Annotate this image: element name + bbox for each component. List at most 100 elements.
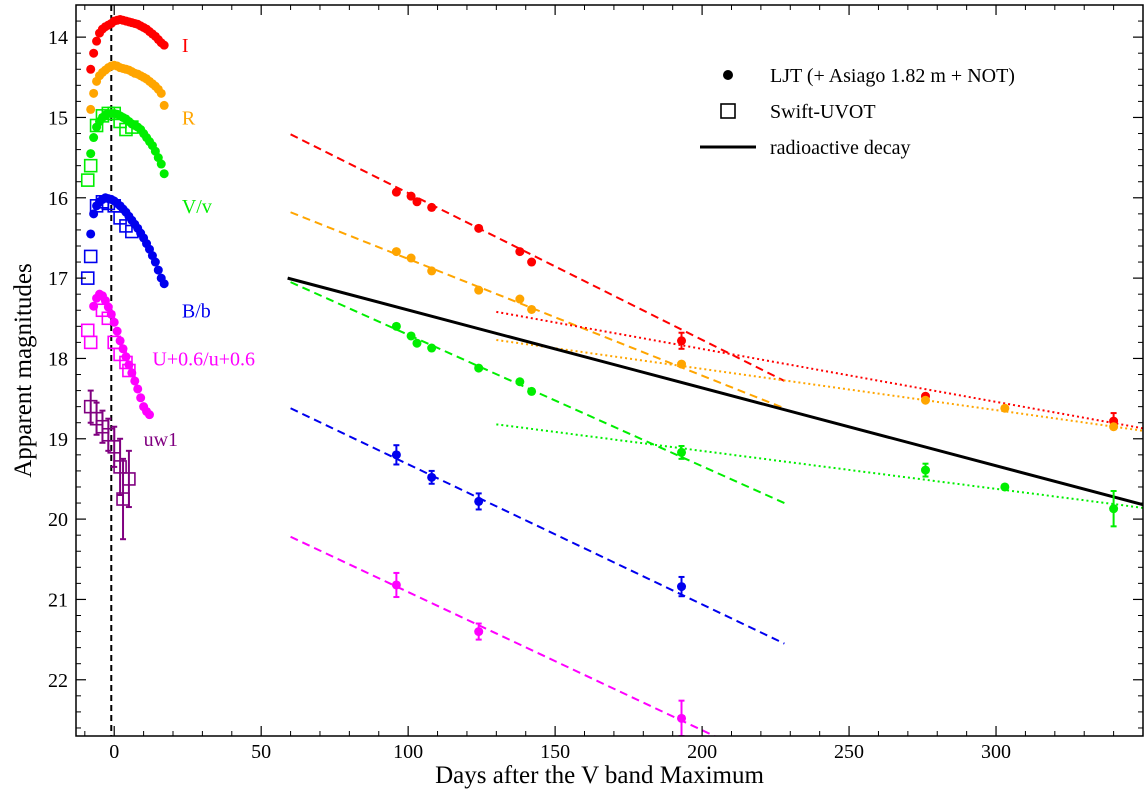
legend-entry: LJT (+ Asiago 1.82 m + NOT): [723, 65, 1015, 87]
data-point-square: [122, 472, 136, 486]
data-point: [677, 359, 687, 369]
data-point-square: [80, 323, 95, 338]
plot-data-layer: [80, 5, 1143, 736]
data-point: [130, 376, 140, 386]
data-point: [474, 223, 484, 233]
data-point: [677, 582, 687, 592]
data-point: [515, 377, 525, 387]
data-point: [677, 447, 687, 457]
data-point-square: [125, 120, 139, 134]
legend: LJT (+ Asiago 1.82 m + NOT) Swift-UVOT rad…: [700, 65, 1015, 159]
data-point: [159, 169, 169, 179]
data-point: [1109, 504, 1119, 514]
data-point: [677, 336, 687, 346]
y-tick-label: 17: [48, 268, 68, 290]
data-point-square: [80, 173, 95, 187]
data-point: [159, 279, 169, 289]
data-point: [156, 159, 166, 169]
fit-line-dashed-1: [290, 211, 785, 410]
data-point: [391, 580, 401, 590]
fit-line-solid-8: [287, 276, 1143, 507]
x-tick-label: 300: [981, 741, 1011, 763]
band-label: I: [182, 35, 189, 57]
data-point: [144, 410, 154, 420]
band-label: V/v: [182, 196, 212, 218]
y-tick-label: 14: [48, 27, 68, 49]
fit-line-dashed-4: [290, 535, 717, 736]
series-1: [86, 60, 1119, 432]
legend-marker-circle: [723, 70, 733, 80]
data-point: [391, 450, 401, 460]
data-point: [427, 472, 437, 482]
data-point: [427, 266, 437, 276]
data-point: [159, 100, 169, 110]
data-point: [427, 202, 437, 212]
y-tick-label: 21: [48, 589, 68, 611]
data-point: [156, 88, 166, 98]
data-point-square: [119, 355, 133, 370]
data-point-square: [83, 335, 98, 350]
data-point: [89, 133, 99, 143]
x-tick-label: 200: [687, 741, 717, 763]
data-point: [127, 368, 137, 378]
data-point: [406, 331, 416, 341]
legend-label: Swift-UVOT: [770, 101, 876, 123]
fit-line-dashed-2: [290, 281, 785, 504]
data-point-square: [113, 460, 127, 474]
x-axis-label: Days after the V band Maximum: [435, 762, 764, 789]
data-point: [474, 285, 484, 295]
legend-marker-square: [720, 103, 736, 119]
data-point: [153, 265, 163, 275]
x-tick-label: 100: [393, 741, 423, 763]
data-point: [1000, 482, 1010, 492]
data-point-square: [83, 158, 98, 173]
data-point-square: [83, 249, 98, 264]
data-point: [920, 465, 930, 475]
data-point-square: [101, 311, 116, 326]
data-point: [89, 88, 99, 98]
data-point: [474, 496, 484, 506]
series-2: [86, 108, 1119, 528]
plot-frame: [75, 4, 1144, 737]
band-label: uw1: [144, 429, 178, 451]
label-layer: Days after the V band Maximum Apparent ma…: [10, 35, 764, 789]
fit-line-dashed-0: [290, 133, 785, 382]
data-point: [474, 627, 484, 637]
data-point: [92, 36, 102, 46]
data-point: [406, 253, 416, 263]
data-point: [527, 304, 537, 314]
data-point: [133, 384, 143, 394]
band-label: B/b: [182, 300, 211, 322]
data-point: [391, 321, 401, 331]
y-tick-label: 22: [48, 670, 68, 692]
data-point: [136, 393, 146, 403]
data-point: [86, 104, 96, 114]
y-tick-label: 16: [48, 188, 68, 210]
data-point: [391, 187, 401, 197]
data-point: [89, 48, 99, 58]
y-axis-label: Apparent magnitudes: [10, 263, 37, 478]
fit-line-dashed-3: [290, 407, 785, 645]
plot-frame-layer: 0 50 100 150 200 250 300 14 15 16 17 18 19 20 21 22: [48, 4, 1144, 763]
series-6: [80, 195, 139, 285]
data-point: [920, 395, 930, 405]
band-label: R: [182, 107, 196, 129]
data-point: [515, 294, 525, 304]
data-point-square: [122, 363, 136, 378]
legend-entry: radioactive decay: [700, 137, 910, 159]
series-0: [86, 14, 1119, 431]
series-8: [83, 389, 136, 541]
y-tick-label: 19: [48, 429, 68, 451]
data-point: [112, 326, 122, 336]
data-point: [474, 363, 484, 373]
data-point: [150, 257, 160, 267]
series-7: [80, 303, 136, 378]
y-tick-label: 20: [48, 509, 68, 531]
data-point: [677, 713, 687, 723]
data-point: [515, 247, 525, 257]
x-tick-label: 50: [251, 741, 271, 763]
y-tick-label: 15: [48, 107, 68, 129]
data-point-square: [125, 224, 139, 239]
